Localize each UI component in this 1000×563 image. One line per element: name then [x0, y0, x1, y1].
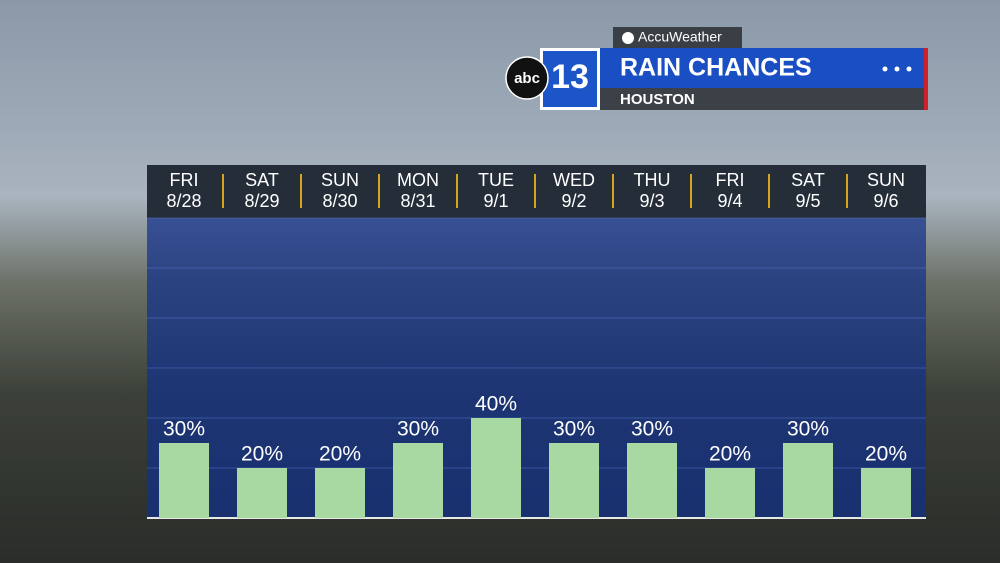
x-tick-label: FRI: [170, 170, 199, 190]
bar: [393, 443, 443, 518]
value-label: 30%: [631, 418, 673, 441]
x-tick-label: SUN: [867, 170, 905, 190]
value-label: 30%: [163, 418, 205, 441]
logo-inner: [543, 51, 597, 107]
provider-tab: [613, 27, 742, 48]
x-tick-label: THU: [634, 170, 671, 190]
menu-dot: [906, 66, 912, 72]
bar: [705, 468, 755, 518]
value-label: 20%: [319, 443, 361, 466]
header-bar: [147, 165, 926, 218]
value-label: 40%: [475, 393, 517, 416]
chart-subtitle: HOUSTON: [620, 91, 695, 108]
value-label: 20%: [709, 443, 751, 466]
value-label: 30%: [787, 418, 829, 441]
x-tick-date: 9/1: [483, 191, 508, 211]
chart-title: RAIN CHANCES: [620, 54, 812, 82]
channel: 13: [551, 58, 589, 96]
x-tick-date: 9/4: [717, 191, 742, 211]
x-tick-label: FRI: [716, 170, 745, 190]
bar: [627, 443, 677, 518]
value-label: 20%: [241, 443, 283, 466]
x-tick-label: SAT: [791, 170, 825, 190]
bar: [861, 468, 911, 518]
bar: [549, 443, 599, 518]
bar: [471, 418, 521, 518]
x-tick-date: 8/28: [166, 191, 201, 211]
x-tick-label: MON: [397, 170, 439, 190]
x-tick-date: 8/29: [244, 191, 279, 211]
value-label: 30%: [397, 418, 439, 441]
bar: [315, 468, 365, 518]
network-logo: [505, 56, 549, 100]
x-tick-label: TUE: [478, 170, 514, 190]
network: abc: [514, 70, 540, 87]
provider: AccuWeather: [638, 29, 722, 45]
provider-icon: [622, 32, 634, 44]
bar: [783, 443, 833, 518]
value-label: 30%: [553, 418, 595, 441]
bar: [159, 443, 209, 518]
x-tick-date: 9/3: [639, 191, 664, 211]
x-tick-label: SUN: [321, 170, 359, 190]
menu-dot: [894, 66, 900, 72]
x-tick-date: 8/30: [322, 191, 357, 211]
bar: [237, 468, 287, 518]
title-bar: [600, 48, 928, 88]
menu-dot: [882, 66, 888, 72]
subtitle-bar: [600, 88, 928, 110]
accent: [924, 48, 928, 110]
value-label: 20%: [865, 443, 907, 466]
x-tick-date: 8/31: [400, 191, 435, 211]
x-tick-label: SAT: [245, 170, 279, 190]
x-tick-date: 9/2: [561, 191, 586, 211]
x-tick-date: 9/5: [795, 191, 820, 211]
x-tick-label: WED: [553, 170, 595, 190]
x-tick-date: 9/6: [873, 191, 898, 211]
